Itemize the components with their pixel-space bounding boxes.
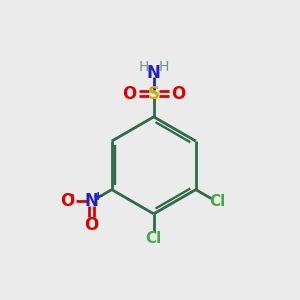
Text: H: H — [158, 60, 169, 74]
Text: O: O — [85, 216, 99, 234]
Text: Cl: Cl — [209, 194, 225, 209]
Text: Cl: Cl — [146, 231, 162, 246]
Text: N: N — [85, 192, 99, 210]
Text: S: S — [148, 85, 160, 103]
Text: -: - — [68, 188, 74, 203]
Text: H: H — [139, 60, 149, 74]
Text: N: N — [147, 64, 161, 82]
Text: O: O — [60, 192, 75, 210]
Text: O: O — [122, 85, 136, 103]
Text: +: + — [92, 190, 103, 202]
Text: O: O — [171, 85, 185, 103]
